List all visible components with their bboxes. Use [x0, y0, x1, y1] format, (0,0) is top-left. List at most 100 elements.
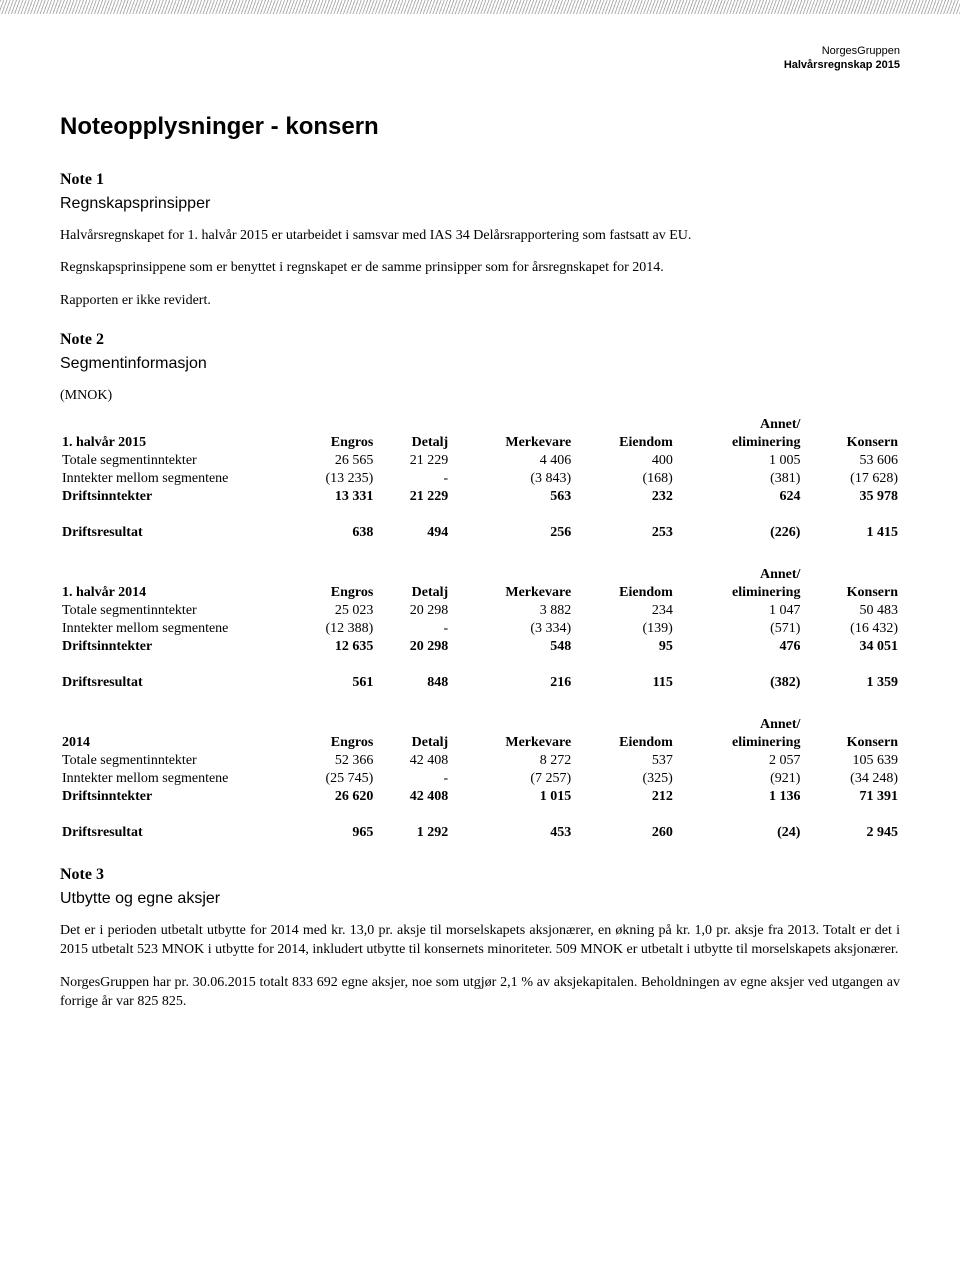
cell-value: 253	[573, 524, 675, 542]
cell-value: 548	[450, 638, 573, 656]
result-label: Driftsresultat	[60, 674, 284, 692]
cell-value: 34 051	[802, 638, 900, 656]
col-header: Engros	[284, 734, 375, 752]
note3-heading: Note 3	[60, 866, 900, 884]
table-row: Inntekter mellom segmentene(13 235)-(3 8…	[60, 470, 900, 488]
note1-p3: Rapporten er ikke revidert.	[60, 292, 900, 311]
cell-value: 13 331	[284, 488, 375, 506]
header-right: NorgesGruppen Halvårsregnskap 2015	[60, 44, 900, 73]
cell-value: (24)	[675, 824, 803, 842]
cell-value: 232	[573, 488, 675, 506]
row-label: Totale segmentinntekter	[60, 452, 284, 470]
col-annet-label: Annet/	[675, 566, 803, 584]
result-row: Driftsresultat9651 292453260(24)2 945	[60, 824, 900, 842]
cell-value: -	[375, 470, 450, 488]
cell-value: 25 023	[284, 602, 375, 620]
note3-subheading: Utbytte og egne aksjer	[60, 890, 900, 908]
header-report: Halvårsregnskap 2015	[60, 58, 900, 72]
table-row: Driftsinntekter12 63520 2985489547634 05…	[60, 638, 900, 656]
row-label: Inntekter mellom segmentene	[60, 770, 284, 788]
col-header: eliminering	[675, 434, 803, 452]
col-header: Merkevare	[450, 584, 573, 602]
row-label: Driftsinntekter	[60, 638, 284, 656]
note2-heading: Note 2	[60, 331, 900, 349]
cell-value: 476	[675, 638, 803, 656]
note1-subheading: Regnskapsprinsipper	[60, 195, 900, 213]
col-header: Merkevare	[450, 434, 573, 452]
col-annet-label: Annet/	[675, 716, 803, 734]
cell-value: 35 978	[802, 488, 900, 506]
cell-value: 8 272	[450, 752, 573, 770]
cell-value: (3 334)	[450, 620, 573, 638]
cell-value: 1 136	[675, 788, 803, 806]
cell-value: 4 406	[450, 452, 573, 470]
cell-value: 26 620	[284, 788, 375, 806]
cell-value: 453	[450, 824, 573, 842]
note1-p1: Halvårsregnskapet for 1. halvår 2015 er …	[60, 227, 900, 246]
cell-value: 965	[284, 824, 375, 842]
table-row: Inntekter mellom segmentene(25 745)-(7 2…	[60, 770, 900, 788]
cell-value: (3 843)	[450, 470, 573, 488]
cell-value: 42 408	[375, 752, 450, 770]
cell-value: (16 432)	[802, 620, 900, 638]
header-company: NorgesGruppen	[60, 44, 900, 58]
cell-value: 1 005	[675, 452, 803, 470]
cell-value: 1 415	[802, 524, 900, 542]
note1-p2: Regnskapsprinsippene som er benyttet i r…	[60, 259, 900, 278]
col-header: Konsern	[802, 584, 900, 602]
cell-value: 234	[573, 602, 675, 620]
period-label: 1. halvår 2014	[60, 584, 284, 602]
cell-value: 3 882	[450, 602, 573, 620]
cell-value: 561	[284, 674, 375, 692]
cell-value: (325)	[573, 770, 675, 788]
cell-value: 2 945	[802, 824, 900, 842]
cell-value: (12 388)	[284, 620, 375, 638]
cell-value: 21 229	[375, 488, 450, 506]
row-label: Driftsinntekter	[60, 788, 284, 806]
cell-value: 563	[450, 488, 573, 506]
segment-table: Annet/ 1. halvår 2014EngrosDetaljMerkeva…	[60, 566, 900, 692]
cell-value: 20 298	[375, 602, 450, 620]
table-row: Inntekter mellom segmentene(12 388)-(3 3…	[60, 620, 900, 638]
col-annet-label: Annet/	[675, 416, 803, 434]
col-header: Detalj	[375, 434, 450, 452]
cell-value: 624	[675, 488, 803, 506]
row-label: Inntekter mellom segmentene	[60, 620, 284, 638]
page-title: Noteopplysninger - konsern	[60, 113, 900, 141]
cell-value: 212	[573, 788, 675, 806]
table-row: Totale segmentinntekter52 36642 4088 272…	[60, 752, 900, 770]
col-header: Engros	[284, 434, 375, 452]
period-label: 2014	[60, 734, 284, 752]
cell-value: 105 639	[802, 752, 900, 770]
period-label: 1. halvår 2015	[60, 434, 284, 452]
table-row: Driftsinntekter26 62042 4081 0152121 136…	[60, 788, 900, 806]
cell-value: (25 745)	[284, 770, 375, 788]
cell-value: 848	[375, 674, 450, 692]
cell-value: 26 565	[284, 452, 375, 470]
note2-subheading: Segmentinformasjon	[60, 355, 900, 373]
col-header: Eiendom	[573, 584, 675, 602]
cell-value: 638	[284, 524, 375, 542]
note1-heading: Note 1	[60, 171, 900, 189]
cell-value: (7 257)	[450, 770, 573, 788]
cell-value: 1 359	[802, 674, 900, 692]
table-row: Totale segmentinntekter26 56521 2294 406…	[60, 452, 900, 470]
cell-value: -	[375, 620, 450, 638]
cell-value: 260	[573, 824, 675, 842]
col-header: Merkevare	[450, 734, 573, 752]
col-header: Eiendom	[573, 434, 675, 452]
cell-value: (34 248)	[802, 770, 900, 788]
cell-value: -	[375, 770, 450, 788]
col-header: Eiendom	[573, 734, 675, 752]
cell-value: 1 047	[675, 602, 803, 620]
segment-table: Annet/ 2014EngrosDetaljMerkevareEiendome…	[60, 716, 900, 842]
cell-value: 494	[375, 524, 450, 542]
row-label: Totale segmentinntekter	[60, 602, 284, 620]
result-row: Driftsresultat638494256253(226)1 415	[60, 524, 900, 542]
cell-value: 50 483	[802, 602, 900, 620]
segment-tables: Annet/ 1. halvår 2015EngrosDetaljMerkeva…	[60, 416, 900, 842]
cell-value: 537	[573, 752, 675, 770]
header-stripe	[0, 0, 960, 14]
cell-value: 71 391	[802, 788, 900, 806]
cell-value: 42 408	[375, 788, 450, 806]
